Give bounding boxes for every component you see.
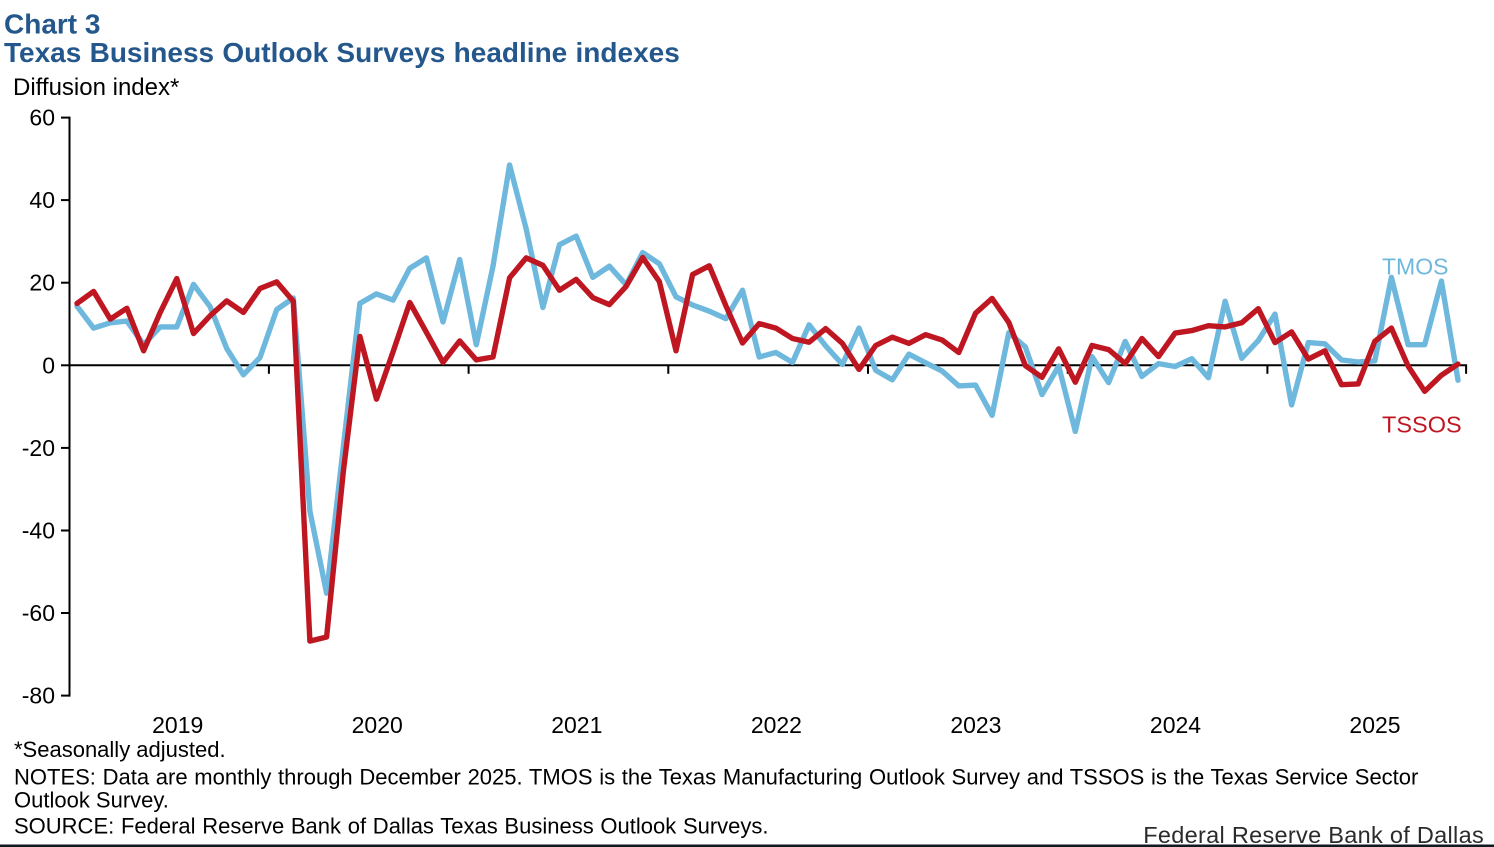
svg-text:NOTES: Data are monthly throug: NOTES: Data are monthly through December…: [14, 765, 1418, 790]
svg-text:TSSOS: TSSOS: [1382, 412, 1462, 438]
svg-text:2020: 2020: [352, 712, 403, 738]
svg-text:2023: 2023: [950, 712, 1001, 738]
svg-text:TMOS: TMOS: [1382, 254, 1448, 280]
svg-text:40: 40: [29, 187, 55, 213]
svg-text:-40: -40: [22, 518, 55, 544]
svg-text:-80: -80: [22, 683, 55, 709]
svg-text:Federal Reserve Bank of Dallas: Federal Reserve Bank of Dallas: [1143, 822, 1484, 847]
svg-text:0: 0: [42, 352, 55, 378]
svg-text:Chart 3: Chart 3: [4, 9, 100, 40]
svg-text:Texas Business Outlook Surveys: Texas Business Outlook Surveys headline …: [4, 37, 680, 68]
svg-text:*Seasonally adjusted.: *Seasonally adjusted.: [14, 737, 226, 762]
svg-text:20: 20: [29, 270, 55, 296]
svg-text:2024: 2024: [1150, 712, 1201, 738]
svg-text:2022: 2022: [751, 712, 802, 738]
svg-text:-20: -20: [22, 435, 55, 461]
svg-text:2025: 2025: [1349, 712, 1400, 738]
svg-text:2019: 2019: [152, 712, 203, 738]
svg-text:-60: -60: [22, 600, 55, 626]
svg-text:Outlook Survey.: Outlook Survey.: [14, 788, 169, 813]
svg-text:2021: 2021: [551, 712, 602, 738]
svg-text:Diffusion index*: Diffusion index*: [13, 74, 179, 101]
svg-text:60: 60: [29, 105, 55, 131]
svg-text:SOURCE: Federal Reserve Bank o: SOURCE: Federal Reserve Bank of Dallas T…: [14, 814, 769, 839]
